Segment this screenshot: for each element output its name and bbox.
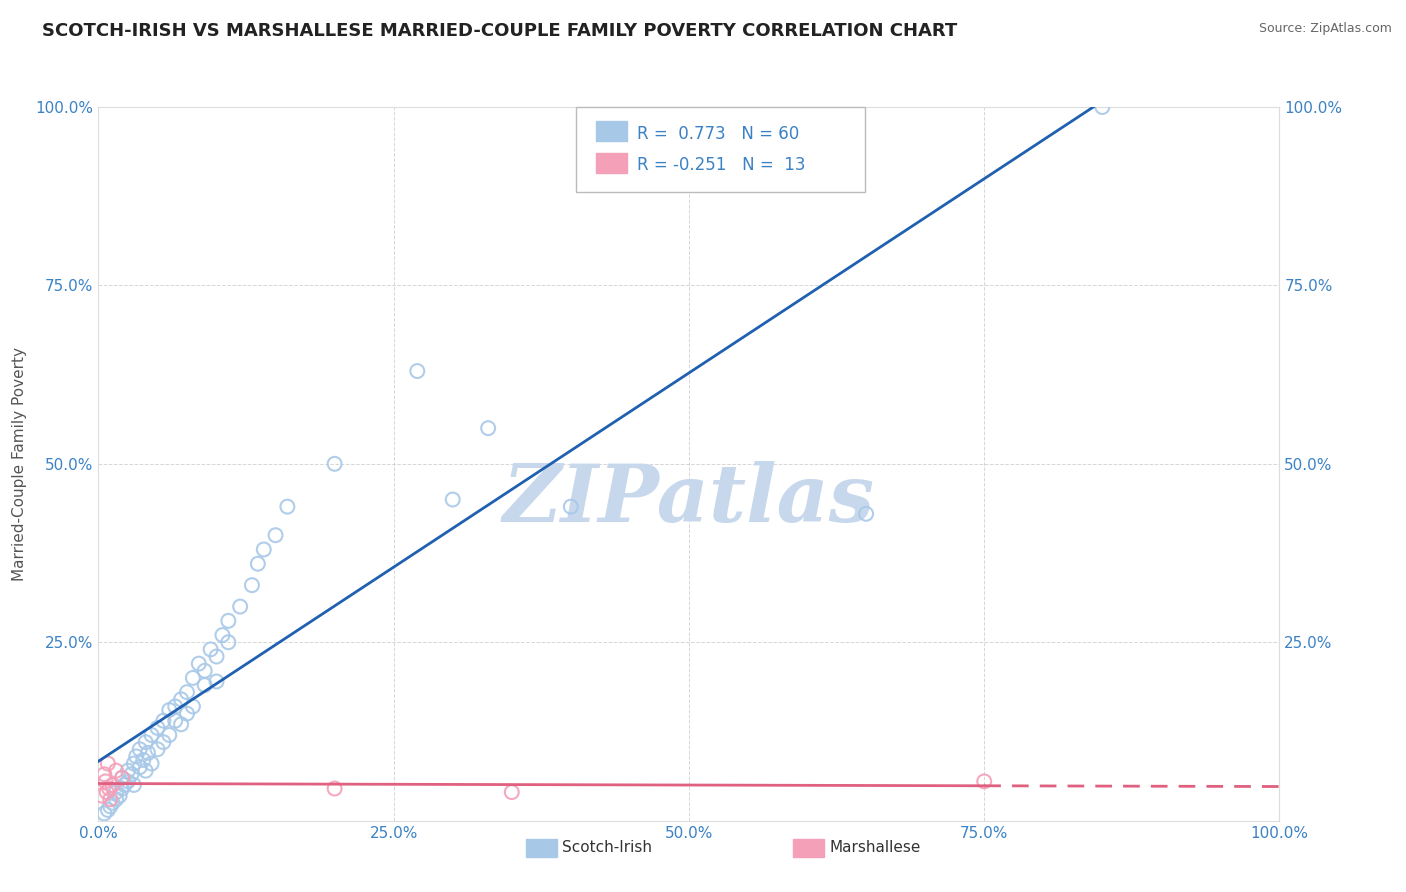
Point: [165, 699, 187, 714]
Point: [181, 671, 204, 685]
Point: [973, 774, 995, 789]
Point: [111, 771, 134, 785]
Text: R =  0.773   N = 60: R = 0.773 N = 60: [637, 125, 799, 143]
Point: [229, 599, 252, 614]
Point: [135, 735, 157, 749]
Point: [112, 778, 135, 792]
Point: [157, 728, 180, 742]
Point: [205, 649, 228, 664]
Text: SCOTCH-IRISH VS MARSHALLESE MARRIED-COUPLE FAMILY POVERTY CORRELATION CHART: SCOTCH-IRISH VS MARSHALLESE MARRIED-COUP…: [42, 22, 957, 40]
Point: [406, 364, 429, 378]
Text: ZIPatlas: ZIPatlas: [503, 461, 875, 538]
Point: [501, 785, 523, 799]
Point: [194, 664, 217, 678]
Point: [152, 735, 174, 749]
Point: [146, 721, 169, 735]
Point: [176, 706, 198, 721]
Point: [93, 806, 115, 821]
Point: [117, 764, 139, 778]
Point: [108, 789, 131, 803]
Point: [323, 781, 346, 796]
Point: [855, 507, 877, 521]
Point: [176, 685, 198, 699]
Point: [170, 692, 193, 706]
Text: R = -0.251   N =  13: R = -0.251 N = 13: [637, 156, 806, 174]
Point: [477, 421, 499, 435]
Point: [132, 753, 155, 767]
Point: [170, 717, 193, 731]
Point: [105, 785, 128, 799]
Point: [157, 703, 180, 717]
Point: [105, 792, 128, 806]
Point: [96, 785, 118, 799]
Point: [98, 799, 121, 814]
Point: [94, 774, 117, 789]
Point: [97, 803, 120, 817]
Point: [276, 500, 298, 514]
Point: [135, 764, 157, 778]
Text: Marshallese: Marshallese: [830, 840, 921, 855]
Point: [141, 756, 163, 771]
Point: [98, 792, 121, 806]
Point: [165, 714, 187, 728]
Point: [246, 557, 269, 571]
Point: [323, 457, 346, 471]
Point: [93, 767, 115, 781]
Point: [97, 756, 120, 771]
Point: [136, 746, 159, 760]
Point: [441, 492, 464, 507]
Point: [111, 771, 134, 785]
Point: [240, 578, 263, 592]
Point: [141, 728, 163, 742]
Y-axis label: Married-Couple Family Poverty: Married-Couple Family Poverty: [13, 347, 27, 581]
Point: [122, 756, 145, 771]
Point: [152, 714, 174, 728]
Text: Source: ZipAtlas.com: Source: ZipAtlas.com: [1258, 22, 1392, 36]
Point: [121, 767, 143, 781]
Point: [111, 781, 134, 796]
Point: [187, 657, 209, 671]
Point: [98, 781, 121, 796]
Point: [217, 614, 239, 628]
Point: [181, 699, 204, 714]
Point: [128, 760, 150, 774]
Point: [217, 635, 239, 649]
Text: Scotch-Irish: Scotch-Irish: [562, 840, 652, 855]
Point: [211, 628, 233, 642]
Point: [560, 500, 582, 514]
Point: [125, 749, 148, 764]
Point: [117, 774, 139, 789]
Point: [101, 778, 124, 792]
Point: [200, 642, 222, 657]
Point: [253, 542, 276, 557]
Point: [101, 796, 124, 810]
Point: [122, 778, 145, 792]
Point: [146, 742, 169, 756]
Point: [105, 764, 128, 778]
Point: [1091, 100, 1114, 114]
Point: [128, 742, 150, 756]
Point: [205, 674, 228, 689]
Point: [91, 789, 114, 803]
Point: [194, 678, 217, 692]
Point: [264, 528, 287, 542]
